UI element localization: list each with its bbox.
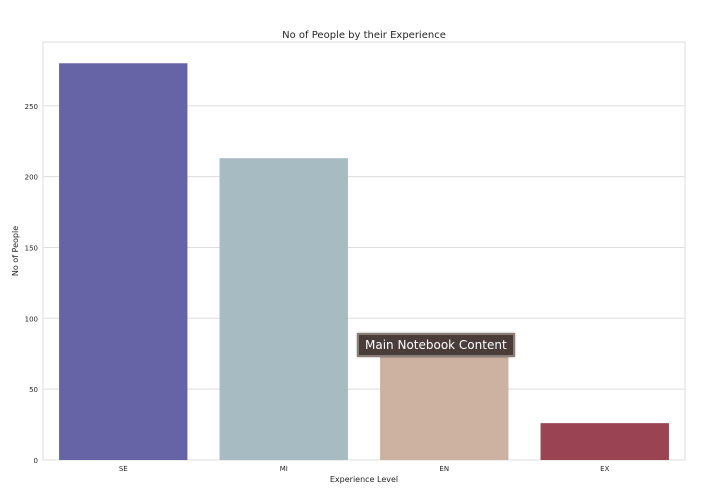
y-tick-labels: 0 50 100 150 200 250 — [25, 103, 38, 465]
y-tick-label: 150 — [25, 244, 38, 252]
notebook-tooltip: Main Notebook Content — [357, 333, 515, 357]
y-tick-label: 250 — [25, 103, 38, 111]
y-tick-label: 50 — [29, 386, 38, 394]
x-tick-label: MI — [280, 465, 288, 473]
x-tick-label: SE — [119, 465, 128, 473]
x-tick-label: EN — [439, 465, 449, 473]
bar-mi — [219, 158, 348, 461]
y-tick-label: 0 — [34, 457, 38, 465]
y-axis-label: No of People — [11, 226, 20, 276]
x-axis-label: Experience Level — [330, 475, 398, 484]
y-tick-label: 200 — [25, 174, 38, 182]
chart-title: No of People by their Experience — [282, 30, 446, 41]
x-tick-labels: SE MI EN EX — [119, 465, 610, 473]
bar-ex — [540, 423, 669, 460]
y-tick-label: 100 — [25, 315, 38, 323]
x-tick-label: EX — [600, 465, 609, 473]
bar-se — [59, 63, 188, 460]
